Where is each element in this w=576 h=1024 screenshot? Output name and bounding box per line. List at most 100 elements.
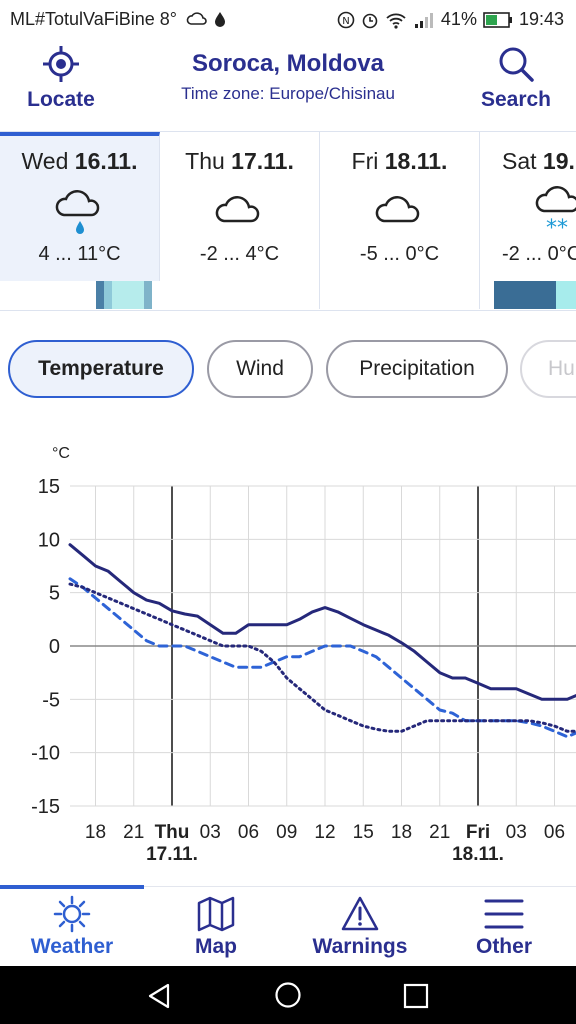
precip-cell: [144, 281, 152, 309]
locate-button[interactable]: Locate: [18, 44, 104, 112]
day-date: 17.11.: [231, 148, 294, 174]
precip-cell: [540, 281, 557, 309]
x-tick-label: 21: [123, 822, 144, 843]
y-tick-label: 15: [38, 476, 60, 498]
x-tick-label: Thu: [155, 822, 190, 843]
x-tick-label: 15: [353, 822, 374, 843]
tab-humidity[interactable]: Hu: [520, 340, 576, 398]
cloud-snow-icon: **: [535, 186, 576, 237]
svg-text:**: **: [546, 216, 568, 237]
nav-warnings[interactable]: Warnings: [288, 887, 432, 967]
temp-range: -5 ... 0°C: [359, 243, 440, 265]
menu-icon: [484, 899, 524, 929]
y-tick-label: 10: [38, 529, 60, 551]
precip-cell: [112, 281, 120, 309]
day-card-fri[interactable]: Fri 18.11. -5 ... 0°C: [320, 132, 480, 309]
temperature-series-dashed: [68, 577, 576, 739]
precip-cell: [88, 281, 96, 309]
day-card-thu[interactable]: Thu 17.11. -2 ... 4°C: [160, 132, 320, 309]
precip-cell: [40, 281, 48, 309]
drop-icon: [214, 12, 225, 27]
day-date: 16.11.: [74, 148, 138, 174]
nav-label: Map: [195, 935, 237, 958]
precip-cell: [0, 281, 8, 309]
precip-cell: [96, 281, 104, 309]
precip-cell: [152, 281, 160, 309]
x-tick-label: 06: [544, 822, 565, 843]
precip-cell: [525, 281, 541, 309]
precip-cell: [16, 281, 24, 309]
y-tick-label: -15: [31, 796, 60, 818]
precip-strip: [494, 281, 576, 309]
x-tick-date: 18.11.: [452, 844, 504, 865]
precip-strip: [0, 281, 160, 309]
nav-weather[interactable]: Weather: [0, 885, 144, 967]
temperature-series-dotted: [68, 582, 576, 733]
precip-cell: [80, 281, 88, 309]
home-icon[interactable]: [274, 981, 302, 1009]
warning-icon: [341, 896, 379, 931]
day-date: 19.11.: [542, 148, 576, 174]
temp-range: -2 ... 0°C: [502, 243, 576, 265]
nav-label: Warnings: [312, 935, 408, 958]
back-icon[interactable]: [146, 982, 174, 1010]
temperature-series-solid: [68, 543, 576, 701]
y-tick-label: 0: [49, 636, 60, 658]
precip-cell: [120, 281, 128, 309]
day-card-wed[interactable]: Wed 16.11. 4 ... 11°C: [0, 132, 160, 309]
day-name: Wed: [21, 148, 69, 174]
tab-precipitation[interactable]: Precipitation: [326, 340, 508, 398]
precip-cell: [571, 281, 576, 309]
sun-icon: [53, 895, 91, 933]
precip-cell: [64, 281, 72, 309]
nav-map[interactable]: Map: [144, 887, 288, 967]
crosshair-icon: [43, 46, 79, 82]
alarm-icon: [362, 13, 378, 28]
bottom-nav: Weather Map Warnings Other: [0, 885, 576, 967]
nav-label: Weather: [30, 935, 114, 958]
map-icon: [197, 896, 235, 932]
precip-cell: [72, 281, 80, 309]
status-bar: ML#TotulVaFiBine 8° N 41% 19:43: [0, 0, 576, 38]
app-header: Locate Soroca, Moldova Time zone: Europe…: [0, 38, 576, 130]
y-axis-unit: °C: [52, 445, 70, 462]
locate-label: Locate: [27, 88, 95, 111]
day-card-sat[interactable]: Sat 19.11. ** -2 ... 0°C: [480, 132, 576, 309]
tab-wind[interactable]: Wind: [207, 340, 313, 398]
timezone-label: Time zone: Europe/Chisinau: [181, 84, 395, 103]
x-tick-label: 06: [238, 822, 259, 843]
nfc-icon: N: [337, 11, 355, 28]
x-tick-date: 17.11.: [146, 844, 198, 865]
x-tick-label: 21: [429, 822, 450, 843]
y-tick-label: -10: [31, 743, 60, 765]
y-tick-label: -5: [42, 689, 60, 711]
signal-icon: [414, 12, 433, 28]
precip-cell: [104, 281, 112, 309]
day-selector: Wed 16.11. 4 ... 11°C Thu 17.11. -2 ... …: [0, 131, 576, 311]
precip-cell: [556, 281, 572, 309]
wifi-icon: [386, 13, 406, 29]
weather-cloud-icon: [186, 12, 207, 25]
tab-temperature[interactable]: Temperature: [8, 340, 194, 398]
precip-cell: [128, 281, 136, 309]
day-name: Sat: [502, 148, 537, 174]
precip-cell: [32, 281, 40, 309]
x-tick-label: Fri: [466, 822, 490, 843]
precip-cell: [24, 281, 32, 309]
nav-other[interactable]: Other: [432, 887, 576, 967]
precip-cell: [136, 281, 144, 309]
x-tick-label: 18: [391, 822, 412, 843]
precip-cell: [494, 281, 510, 309]
recents-icon[interactable]: [402, 982, 430, 1010]
cloud-icon: [215, 196, 259, 223]
x-tick-label: 12: [314, 822, 335, 843]
y-tick-label: 5: [49, 583, 60, 605]
day-date: 18.11.: [384, 148, 448, 174]
search-button[interactable]: Search: [474, 44, 558, 112]
temp-range: -2 ... 4°C: [199, 243, 280, 265]
clock: 19:43: [518, 9, 564, 29]
search-label: Search: [480, 88, 552, 111]
day-name: Thu: [185, 148, 225, 174]
page-title: Soroca, Moldova: [191, 50, 385, 77]
